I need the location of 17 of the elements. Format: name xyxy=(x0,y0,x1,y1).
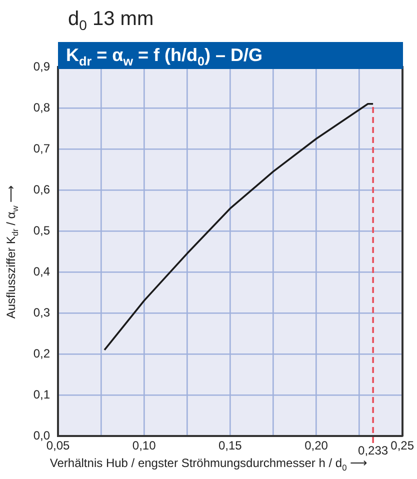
y-tick-label: 0,3 xyxy=(33,305,50,320)
y-tick-label: 0,1 xyxy=(33,387,50,402)
y-tick-label: 0,9 xyxy=(33,59,50,74)
x-tick-label: 0,10 xyxy=(132,438,156,453)
y-tick-label: 0,2 xyxy=(33,346,50,360)
x-tick-label: 0,20 xyxy=(304,438,328,453)
y-tick-label: 0,7 xyxy=(33,141,50,156)
y-tick-label: 0,4 xyxy=(33,264,50,278)
chart-subtitle: d$_{0}$ 13 mm xyxy=(68,8,154,33)
x-axis-title: Verhältnis Hub / engster Ströhmungsdurchmesser h / d$_{0}$ ⟶ xyxy=(48,456,368,472)
y-tick-label: 0,8 xyxy=(33,100,50,114)
y-tick-label: 0,6 xyxy=(33,182,50,196)
x-tick-label: 0,25 xyxy=(390,438,414,453)
chart-title: K$_{dr}$ = α$_{w}$ = f (h/d$_{0}$) – D/G xyxy=(65,44,263,69)
ref-line-label: 0,233 xyxy=(358,443,388,458)
x-tick-label: 0,15 xyxy=(218,438,242,453)
y-tick-label: 0,5 xyxy=(33,223,50,238)
